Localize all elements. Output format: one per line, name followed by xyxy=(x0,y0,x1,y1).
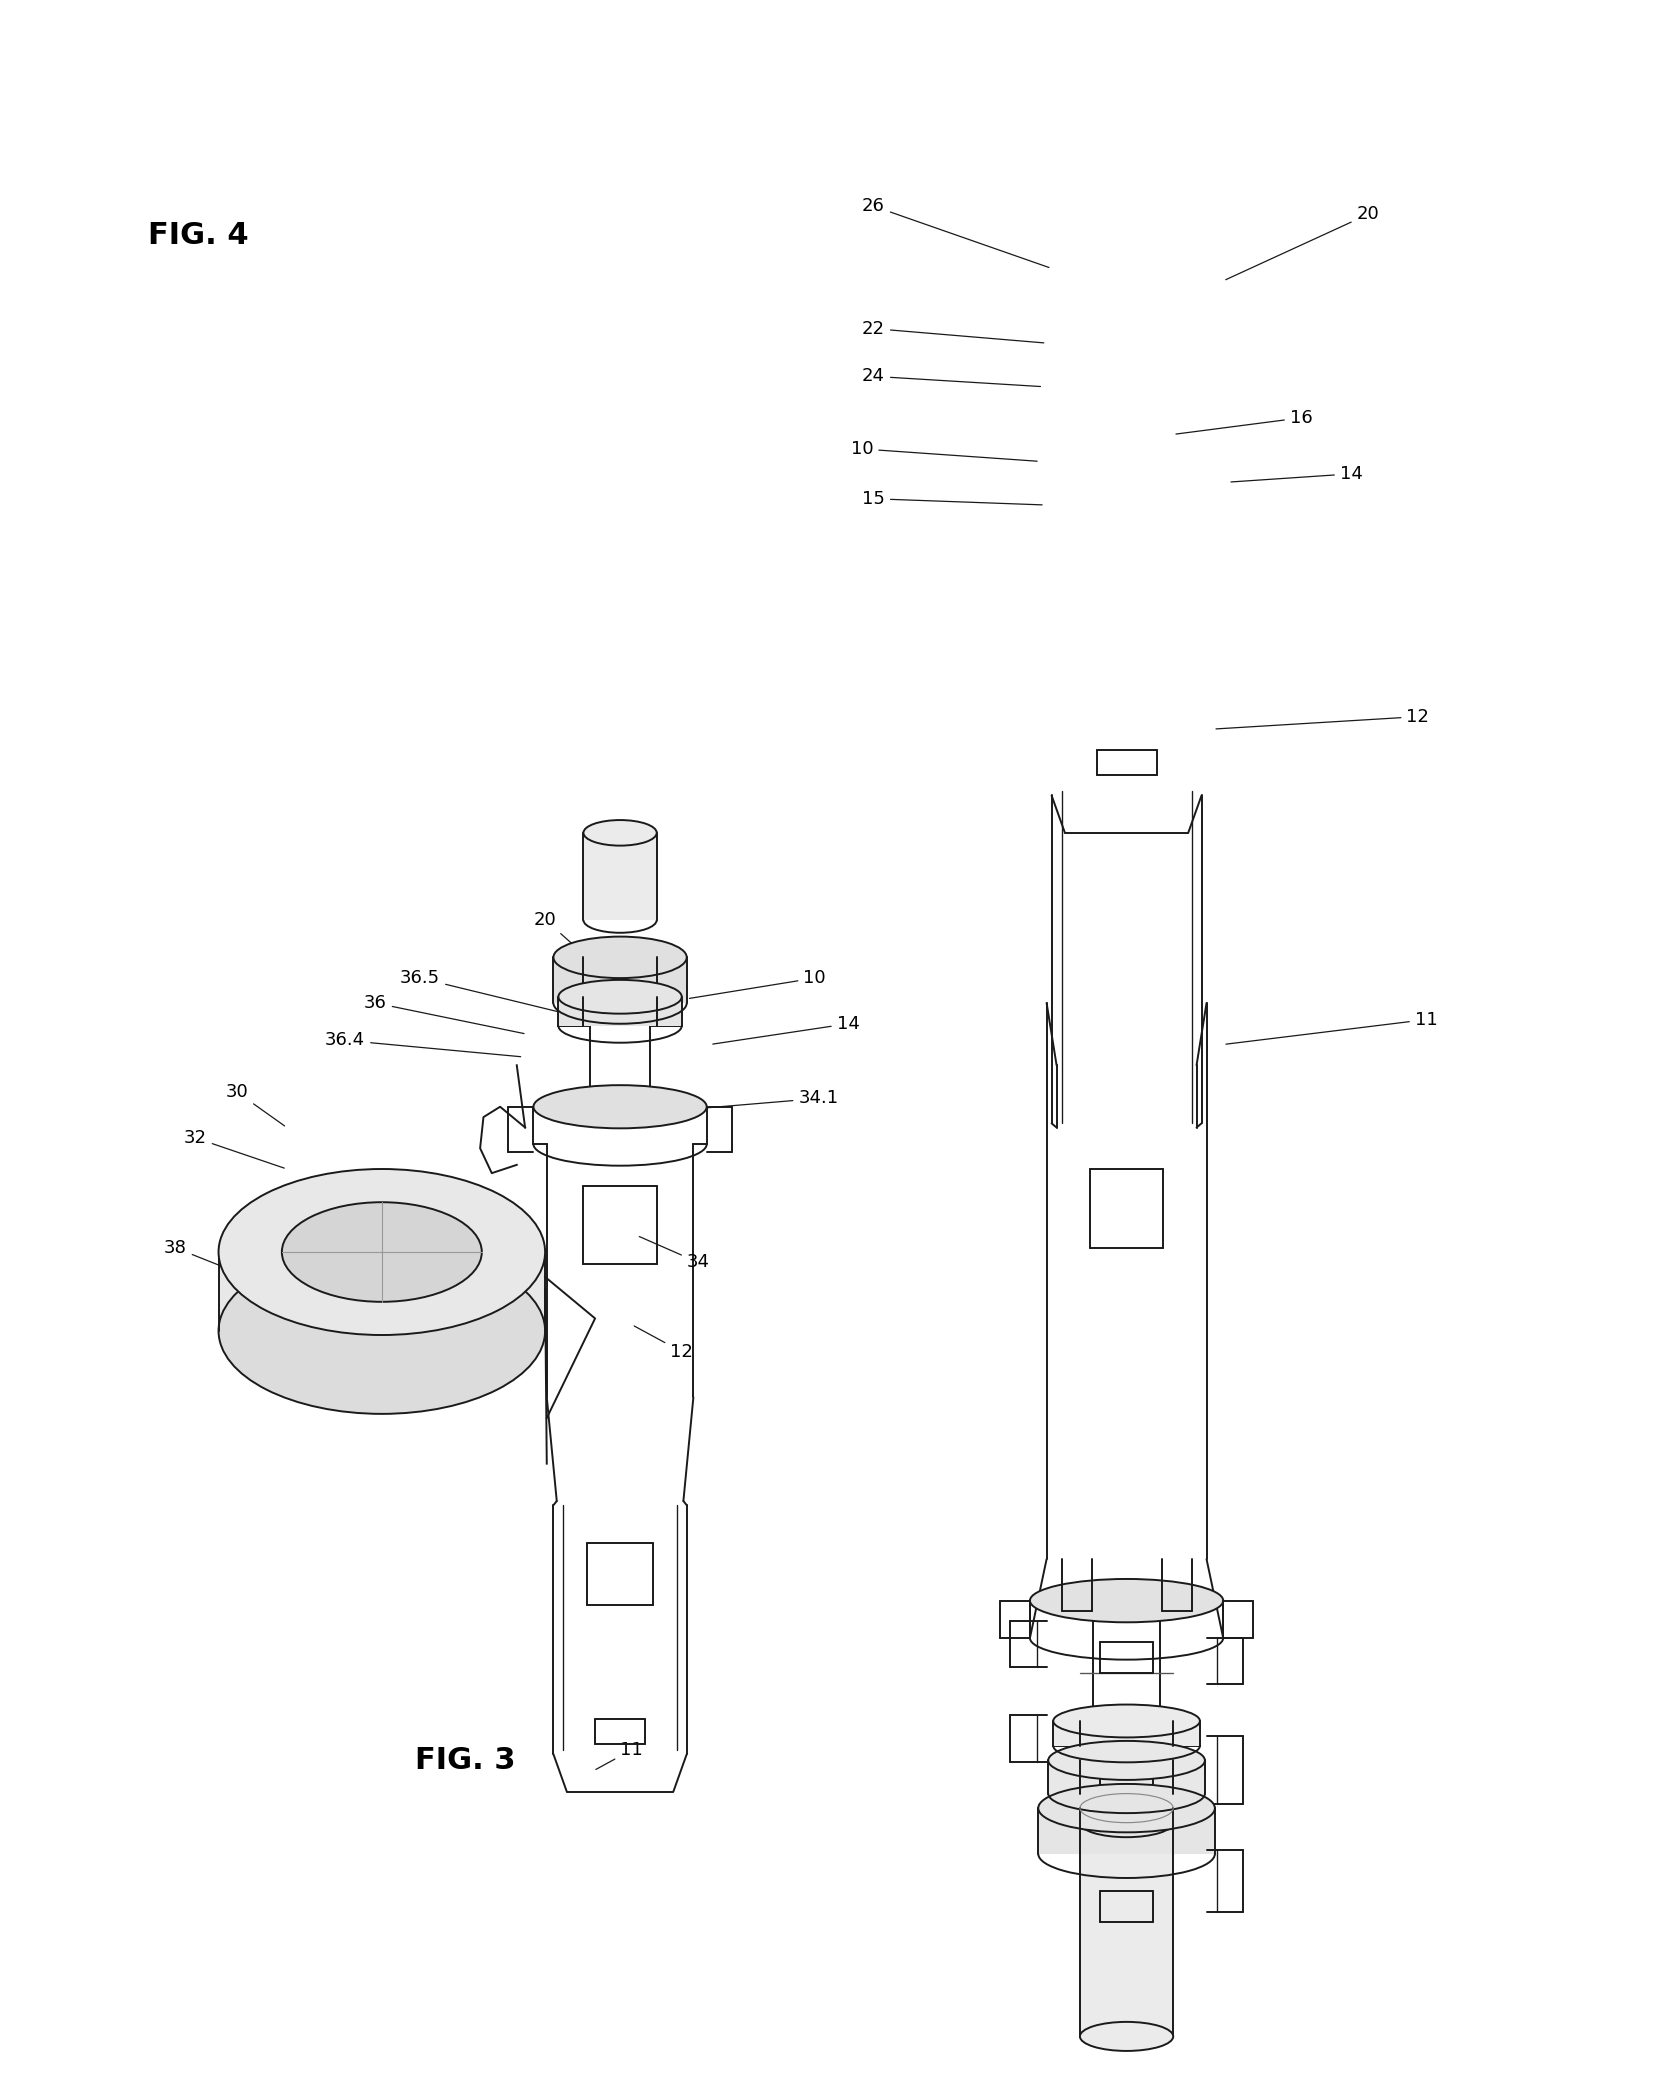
Text: 11: 11 xyxy=(596,1740,643,1769)
Text: 32: 32 xyxy=(183,1128,284,1168)
Ellipse shape xyxy=(583,821,657,846)
Text: 24: 24 xyxy=(862,368,1040,386)
Bar xyxy=(1080,1824,1173,2037)
Ellipse shape xyxy=(534,1084,707,1128)
Ellipse shape xyxy=(1048,1740,1205,1780)
Text: FIG. 3: FIG. 3 xyxy=(415,1746,516,1776)
Bar xyxy=(558,996,682,1026)
Text: 20: 20 xyxy=(534,911,595,963)
Text: 20: 20 xyxy=(1226,205,1379,280)
Bar xyxy=(1048,1761,1205,1794)
Ellipse shape xyxy=(553,936,687,978)
Ellipse shape xyxy=(1030,1579,1223,1623)
Text: 12: 12 xyxy=(633,1327,692,1360)
Text: 16: 16 xyxy=(1176,409,1312,435)
Text: 38: 38 xyxy=(165,1239,245,1276)
Bar xyxy=(1053,1721,1200,1746)
Bar xyxy=(553,957,687,1003)
Text: 14: 14 xyxy=(712,1015,860,1044)
Ellipse shape xyxy=(218,1170,544,1335)
Text: 36: 36 xyxy=(365,994,524,1034)
Text: 12: 12 xyxy=(1216,708,1430,729)
Bar xyxy=(1038,1809,1215,1853)
Bar xyxy=(218,1251,544,1331)
Text: 36.4: 36.4 xyxy=(324,1032,521,1057)
Text: 34: 34 xyxy=(640,1237,709,1272)
Ellipse shape xyxy=(218,1247,544,1414)
Ellipse shape xyxy=(1080,2022,1173,2051)
Ellipse shape xyxy=(1053,1705,1200,1738)
Ellipse shape xyxy=(282,1201,482,1301)
Text: 16: 16 xyxy=(608,838,632,856)
Text: 15: 15 xyxy=(862,489,1042,508)
Text: 10: 10 xyxy=(689,969,827,999)
Bar xyxy=(583,834,657,919)
Ellipse shape xyxy=(1038,1784,1215,1832)
Text: 26: 26 xyxy=(862,196,1048,267)
Text: 30: 30 xyxy=(225,1084,284,1126)
Text: 11: 11 xyxy=(1226,1011,1438,1044)
Ellipse shape xyxy=(558,980,682,1013)
Text: 36.5: 36.5 xyxy=(400,969,571,1015)
Text: FIG. 4: FIG. 4 xyxy=(148,221,249,251)
Text: 34.1: 34.1 xyxy=(672,1090,838,1111)
Text: 14: 14 xyxy=(1231,466,1362,483)
Text: 10: 10 xyxy=(850,441,1037,462)
Text: 22: 22 xyxy=(862,320,1043,343)
